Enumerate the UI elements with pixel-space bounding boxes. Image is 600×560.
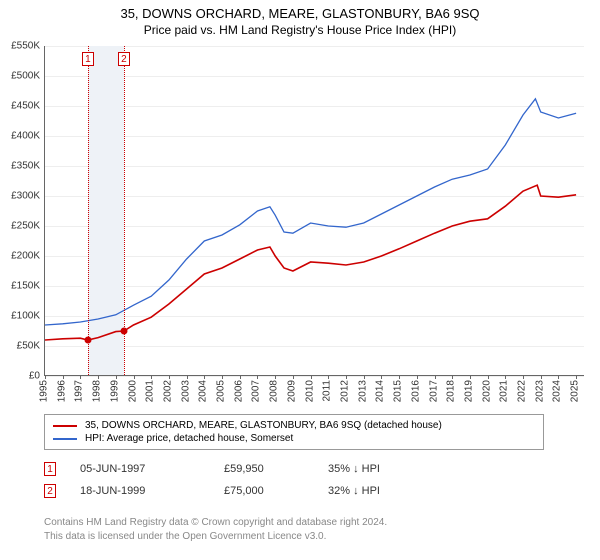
x-tick-label: 2023 xyxy=(534,380,545,402)
attribution-line2: This data is licensed under the Open Gov… xyxy=(44,530,387,544)
x-tick-label: 2014 xyxy=(375,380,386,402)
y-tick-label: £500K xyxy=(0,71,40,82)
sale-pct-1: 35% ↓ HPI xyxy=(328,463,428,475)
y-tick-label: £200K xyxy=(0,251,40,262)
x-tick-label: 2009 xyxy=(286,380,297,402)
sale-price-1: £59,950 xyxy=(224,463,304,475)
down-arrow-icon: ↓ xyxy=(353,463,359,475)
x-tick-label: 2016 xyxy=(410,380,421,402)
x-tick-label: 2015 xyxy=(393,380,404,402)
x-tick-label: 2022 xyxy=(517,380,528,402)
x-tick-label: 2002 xyxy=(162,380,173,402)
y-tick-label: £0 xyxy=(0,371,40,382)
legend-item-hpi: HPI: Average price, detached house, Some… xyxy=(53,432,535,445)
x-tick-label: 2019 xyxy=(463,380,474,402)
legend: 35, DOWNS ORCHARD, MEARE, GLASTONBURY, B… xyxy=(44,414,544,450)
down-arrow-icon: ↓ xyxy=(353,485,359,497)
attribution: Contains HM Land Registry data © Crown c… xyxy=(44,516,387,543)
attribution-line1: Contains HM Land Registry data © Crown c… xyxy=(44,516,387,530)
plot-area: 12 xyxy=(44,46,584,376)
x-tick-label: 2007 xyxy=(251,380,262,402)
sale-dot-2 xyxy=(120,328,127,335)
legend-label-hpi: HPI: Average price, detached house, Some… xyxy=(85,433,293,444)
sale-date-2: 18-JUN-1999 xyxy=(80,485,200,497)
x-tick-label: 2017 xyxy=(428,380,439,402)
y-tick-label: £50K xyxy=(0,341,40,352)
sale-row-2: 2 18-JUN-1999 £75,000 32% ↓ HPI xyxy=(44,480,428,502)
x-tick-label: 2020 xyxy=(481,380,492,402)
x-tick-label: 2013 xyxy=(357,380,368,402)
sale-vline-1 xyxy=(88,46,89,375)
legend-swatch-hpi xyxy=(53,438,77,440)
sale-dot-1 xyxy=(84,337,91,344)
sale-marker-2: 2 xyxy=(44,484,56,498)
y-tick-label: £550K xyxy=(0,41,40,52)
x-tick-label: 1995 xyxy=(39,380,50,402)
legend-item-property: 35, DOWNS ORCHARD, MEARE, GLASTONBURY, B… xyxy=(53,419,535,432)
y-tick-label: £100K xyxy=(0,311,40,322)
x-tick-label: 1996 xyxy=(56,380,67,402)
x-tick-label: 2008 xyxy=(269,380,280,402)
legend-label-property: 35, DOWNS ORCHARD, MEARE, GLASTONBURY, B… xyxy=(85,420,442,431)
sale-marker-box-2: 2 xyxy=(118,52,130,66)
sale-marker-box-1: 1 xyxy=(82,52,94,66)
chart-title: 35, DOWNS ORCHARD, MEARE, GLASTONBURY, B… xyxy=(0,0,600,21)
sale-date-1: 05-JUN-1997 xyxy=(80,463,200,475)
chart-svg xyxy=(45,46,585,376)
x-tick-label: 2024 xyxy=(552,380,563,402)
x-tick-label: 2021 xyxy=(499,380,510,402)
chart-container: 35, DOWNS ORCHARD, MEARE, GLASTONBURY, B… xyxy=(0,0,600,560)
sales-table: 1 05-JUN-1997 £59,950 35% ↓ HPI 2 18-JUN… xyxy=(44,458,428,502)
x-tick-label: 2010 xyxy=(304,380,315,402)
y-tick-label: £400K xyxy=(0,131,40,142)
y-tick-label: £150K xyxy=(0,281,40,292)
sale-row-1: 1 05-JUN-1997 £59,950 35% ↓ HPI xyxy=(44,458,428,480)
x-tick-label: 2000 xyxy=(127,380,138,402)
x-tick-label: 2012 xyxy=(339,380,350,402)
x-tick-label: 2003 xyxy=(180,380,191,402)
sale-price-2: £75,000 xyxy=(224,485,304,497)
y-tick-label: £300K xyxy=(0,191,40,202)
x-tick-label: 2004 xyxy=(198,380,209,402)
x-tick-label: 1998 xyxy=(92,380,103,402)
chart-subtitle: Price paid vs. HM Land Registry's House … xyxy=(0,21,600,39)
x-tick-label: 2025 xyxy=(570,380,581,402)
legend-swatch-property xyxy=(53,425,77,427)
x-tick-label: 2011 xyxy=(322,380,333,402)
x-tick-label: 1999 xyxy=(109,380,120,402)
sale-marker-1: 1 xyxy=(44,462,56,476)
y-tick-label: £450K xyxy=(0,101,40,112)
x-tick-label: 2006 xyxy=(233,380,244,402)
x-tick-label: 1997 xyxy=(74,380,85,402)
y-tick-label: £350K xyxy=(0,161,40,172)
x-tick-label: 2018 xyxy=(446,380,457,402)
x-tick-label: 2001 xyxy=(145,380,156,402)
sale-vline-2 xyxy=(124,46,125,375)
x-tick-label: 2005 xyxy=(216,380,227,402)
sale-pct-2: 32% ↓ HPI xyxy=(328,485,428,497)
y-tick-label: £250K xyxy=(0,221,40,232)
